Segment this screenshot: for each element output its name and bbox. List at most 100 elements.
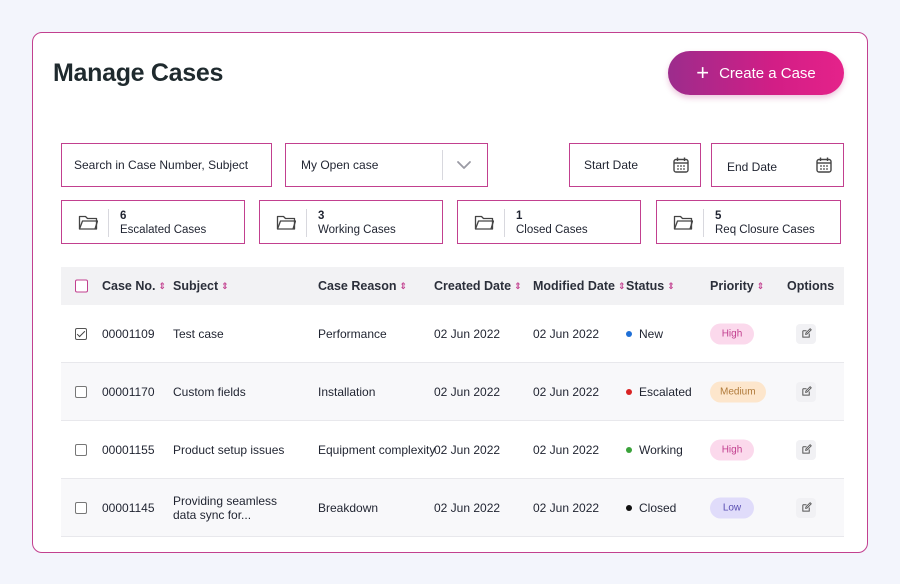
table-row[interactable]: 00001109 Test case Performance 02 Jun 20… (61, 305, 844, 363)
priority-badge: High (710, 439, 754, 460)
column-created-date[interactable]: Created Date ⇕ (434, 279, 522, 293)
status-cell: Working (626, 443, 683, 457)
column-label: Options (787, 279, 835, 293)
end-date-label: End Date (727, 159, 778, 174)
options-cell (787, 323, 816, 344)
edit-icon (801, 444, 812, 454)
view-select[interactable]: My Open case (285, 143, 488, 187)
checkbox-box (75, 385, 87, 398)
table-row[interactable]: 00001145 Providing seamless data sync fo… (61, 479, 844, 537)
status-cell: Closed (626, 501, 676, 515)
sort-icon: ⇕ (756, 281, 765, 291)
column-case-reason[interactable]: Case Reason ⇕ (318, 279, 407, 293)
column-case-no[interactable]: Case No. ⇕ (102, 279, 166, 293)
status-text: Working (639, 442, 683, 457)
column-label: Case Reason (318, 279, 397, 293)
sort-icon: ⇕ (399, 281, 408, 291)
case-number[interactable]: 00001155 (102, 442, 155, 457)
status-text: Closed (639, 500, 677, 515)
search-input[interactable]: Search in Case Number, Subject (61, 143, 272, 187)
stat-label: Req Closure Cases (715, 224, 815, 236)
modified-date: 02 Jun 2022 (533, 384, 600, 399)
case-reason: Installation (318, 384, 376, 399)
status-cell: New (626, 327, 663, 341)
priority-badge: Low (710, 497, 754, 518)
stat-label: Working Cases (318, 224, 396, 236)
row-checkbox[interactable] (75, 443, 87, 456)
options-cell (787, 497, 816, 518)
folder-icon (276, 215, 296, 230)
case-number[interactable]: 00001109 (102, 326, 155, 341)
sort-icon: ⇕ (221, 281, 229, 291)
created-date: 02 Jun 2022 (434, 384, 501, 399)
case-subject[interactable]: Custom fields (173, 384, 246, 399)
case-subject[interactable]: Test case (173, 326, 224, 341)
select-all-checkbox[interactable] (75, 279, 88, 293)
stat-card-working[interactable]: 3 Working Cases (259, 200, 443, 244)
sort-icon: ⇕ (617, 281, 626, 291)
edit-icon (801, 328, 812, 338)
status-dot (626, 446, 632, 453)
checkbox-box (75, 279, 88, 293)
view-select-value: My Open case (301, 158, 379, 172)
start-date-label: Start Date (584, 158, 639, 172)
stat-text: 5 Req Closure Cases (715, 209, 815, 237)
plus-icon: + (696, 60, 710, 85)
stat-card-closed[interactable]: 1 Closed Cases (457, 200, 641, 244)
end-date-field[interactable]: End Date (711, 143, 844, 187)
case-subject[interactable]: Product setup issues (173, 442, 285, 457)
case-number[interactable]: 00001145 (102, 500, 155, 515)
sort-icon: ⇕ (158, 281, 167, 291)
status-text: New (639, 326, 664, 341)
edit-button[interactable] (796, 381, 816, 402)
stat-card-req-closure[interactable]: 5 Req Closure Cases (656, 200, 841, 244)
calendar-icon[interactable] (815, 156, 833, 174)
created-date: 02 Jun 2022 (434, 500, 501, 515)
priority-cell: High (710, 439, 754, 460)
start-date-field[interactable]: Start Date (569, 143, 701, 187)
folder-icon (474, 215, 494, 230)
created-date: 02 Jun 2022 (434, 326, 501, 341)
table-row[interactable]: 00001155 Product setup issues Equipment … (61, 421, 844, 479)
status-dot (626, 388, 632, 395)
column-status[interactable]: Status ⇕ (626, 279, 675, 293)
status-dot (626, 504, 632, 511)
case-reason: Breakdown (318, 500, 379, 515)
edit-icon (801, 502, 812, 512)
stat-text: 6 Escalated Cases (120, 209, 206, 237)
row-checkbox[interactable] (75, 327, 87, 340)
stat-count: 1 (516, 210, 523, 222)
search-placeholder: Search in Case Number, Subject (74, 158, 249, 172)
case-subject[interactable]: Providing seamless data sync for... (173, 493, 278, 522)
stat-divider (108, 209, 109, 237)
status-cell: Escalated (626, 385, 692, 399)
stat-count: 5 (715, 210, 722, 222)
stat-count: 6 (120, 210, 127, 222)
column-priority[interactable]: Priority ⇕ (710, 279, 764, 293)
column-label: Status (626, 279, 665, 293)
calendar-icon[interactable] (672, 156, 690, 174)
table-header: Case No. ⇕ Subject ⇕ Case Reason ⇕ Created … (61, 267, 844, 305)
edit-button[interactable] (796, 439, 816, 460)
stat-card-escalated[interactable]: 6 Escalated Cases (61, 200, 245, 244)
column-modified-date[interactable]: Modified Date ⇕ (533, 279, 626, 293)
table-row[interactable]: 00001170 Custom fields Installation 02 J… (61, 363, 844, 421)
column-label: Case No. (102, 279, 156, 293)
stat-text: 1 Closed Cases (516, 209, 588, 237)
create-case-label: Create a Case (719, 64, 816, 82)
edit-button[interactable] (796, 323, 816, 344)
case-reason: Performance (318, 326, 387, 341)
column-subject[interactable]: Subject ⇕ (173, 279, 303, 293)
priority-cell: Medium (710, 381, 766, 402)
create-case-button[interactable]: + Create a Case (668, 51, 844, 95)
row-checkbox[interactable] (75, 385, 87, 398)
column-label: Subject (173, 279, 219, 293)
case-number[interactable]: 00001170 (102, 384, 155, 399)
row-checkbox[interactable] (75, 501, 87, 514)
folder-icon (673, 215, 693, 230)
edit-button[interactable] (796, 497, 816, 518)
stat-divider (703, 209, 704, 237)
select-divider (442, 150, 443, 180)
created-date: 02 Jun 2022 (434, 442, 501, 457)
column-label: Created Date (434, 279, 512, 293)
